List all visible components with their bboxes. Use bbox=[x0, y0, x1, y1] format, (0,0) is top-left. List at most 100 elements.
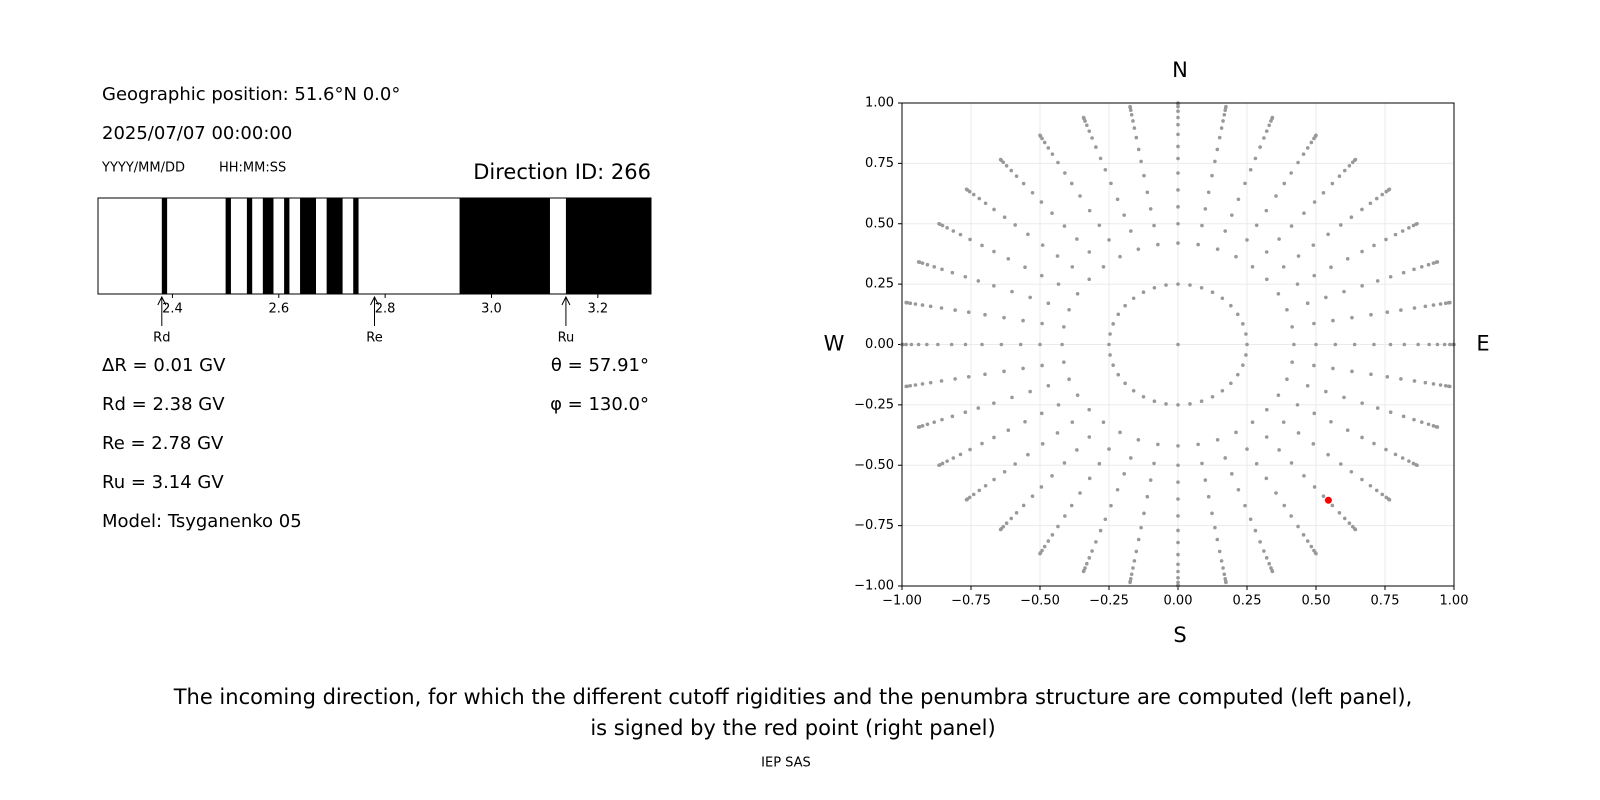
x-tick-label: 0.25 bbox=[1233, 594, 1262, 609]
direction-point bbox=[1331, 318, 1335, 323]
direction-point bbox=[1176, 562, 1180, 567]
direction-point bbox=[1350, 315, 1354, 320]
direction-point bbox=[1134, 549, 1139, 554]
x-tick-label: −0.75 bbox=[951, 594, 991, 609]
direction-point bbox=[1176, 497, 1180, 501]
direction-point bbox=[1010, 289, 1014, 294]
direction-point bbox=[1131, 388, 1136, 393]
direction-point bbox=[1039, 411, 1044, 416]
direction-point bbox=[1176, 403, 1180, 407]
direction-point bbox=[920, 382, 925, 386]
direction-point bbox=[1223, 229, 1227, 233]
direction-point bbox=[1267, 123, 1271, 128]
marker-label: Rd bbox=[153, 331, 170, 346]
direction-point bbox=[1176, 156, 1180, 161]
direction-point bbox=[1224, 104, 1228, 109]
direction-point bbox=[1021, 181, 1026, 186]
direction-point bbox=[1142, 511, 1146, 516]
direction-point bbox=[1329, 265, 1333, 270]
direction-point bbox=[1241, 363, 1245, 367]
direction-point bbox=[1097, 223, 1102, 228]
direction-point bbox=[1109, 181, 1113, 186]
direction-point bbox=[1038, 551, 1042, 556]
direction-point bbox=[1145, 494, 1150, 499]
direction-point bbox=[1267, 561, 1271, 566]
direction-point bbox=[1152, 399, 1157, 404]
direction-point bbox=[1039, 200, 1044, 204]
direction-point bbox=[1290, 360, 1294, 364]
direction-point bbox=[1360, 435, 1364, 440]
direction-point bbox=[1213, 525, 1217, 530]
direction-point bbox=[1014, 511, 1019, 515]
position: Geographic position: 51.6°N 0.0° bbox=[102, 84, 400, 105]
time-format: HH:MM:SS bbox=[219, 161, 286, 176]
direction-point bbox=[1103, 167, 1108, 172]
direction-point bbox=[1200, 223, 1204, 228]
direction-point bbox=[1345, 428, 1350, 433]
direction-point bbox=[1431, 382, 1436, 386]
direction-point bbox=[1277, 237, 1281, 241]
direction-point bbox=[951, 456, 956, 460]
direction-point bbox=[1176, 109, 1180, 114]
direction-point bbox=[1276, 393, 1281, 398]
direction-point bbox=[1217, 135, 1222, 140]
direction-point bbox=[1234, 430, 1238, 435]
direction-point bbox=[1329, 419, 1333, 424]
direction-point bbox=[1282, 181, 1287, 186]
direction-point bbox=[1087, 208, 1092, 213]
direction-point bbox=[945, 459, 949, 463]
direction-point bbox=[1321, 494, 1326, 498]
direction-point bbox=[1264, 129, 1269, 133]
direction-point bbox=[1210, 511, 1214, 516]
direction-point bbox=[1309, 140, 1314, 145]
direction-point bbox=[1289, 171, 1293, 175]
direction-point bbox=[1312, 411, 1317, 416]
direction-point bbox=[1142, 173, 1146, 178]
direction-point bbox=[1347, 521, 1352, 526]
direction-point bbox=[1199, 285, 1204, 290]
direction-point bbox=[1210, 173, 1214, 178]
direction-point bbox=[950, 414, 955, 419]
direction-point bbox=[983, 483, 988, 488]
direction-point bbox=[1388, 274, 1393, 279]
direction-point bbox=[1385, 310, 1390, 315]
direction-point bbox=[1021, 318, 1025, 323]
direction-point bbox=[1427, 342, 1431, 347]
direction-point bbox=[1443, 384, 1448, 388]
direction-point bbox=[1324, 389, 1328, 394]
direction-point bbox=[937, 221, 941, 226]
direction-point bbox=[1412, 306, 1417, 310]
direction-point bbox=[1131, 296, 1136, 301]
caption: The incoming direction, for which the di… bbox=[173, 685, 1413, 709]
direction-point bbox=[1067, 377, 1071, 381]
direction-point bbox=[1296, 431, 1301, 435]
direction-point bbox=[1372, 441, 1376, 446]
direction-point bbox=[1229, 303, 1233, 308]
direction-point bbox=[1221, 119, 1225, 123]
direction-point bbox=[1353, 157, 1358, 162]
direction-point bbox=[1070, 265, 1075, 269]
direction-point bbox=[1046, 383, 1051, 388]
direction-point bbox=[1010, 395, 1014, 400]
direction-point bbox=[1296, 254, 1301, 258]
direction-point bbox=[1324, 295, 1328, 300]
direction-point bbox=[971, 192, 976, 197]
direction-point bbox=[1075, 237, 1079, 241]
direction-point bbox=[925, 262, 930, 267]
direction-point bbox=[1387, 497, 1392, 502]
direction-point bbox=[1128, 104, 1132, 109]
direction-point bbox=[1435, 425, 1440, 429]
direction-point bbox=[1281, 265, 1286, 269]
direction-point bbox=[1360, 477, 1364, 482]
direction-point bbox=[1062, 461, 1067, 465]
direction-point bbox=[1264, 476, 1269, 481]
direction-point bbox=[1132, 559, 1137, 563]
direction-point bbox=[1401, 414, 1406, 419]
direction-point bbox=[1111, 322, 1115, 326]
direction-point bbox=[1176, 514, 1180, 518]
direction-point bbox=[1164, 283, 1168, 287]
direction-point bbox=[977, 488, 982, 493]
direction-point bbox=[1423, 380, 1428, 385]
direction-point bbox=[1235, 312, 1240, 317]
direction-point bbox=[932, 420, 937, 424]
